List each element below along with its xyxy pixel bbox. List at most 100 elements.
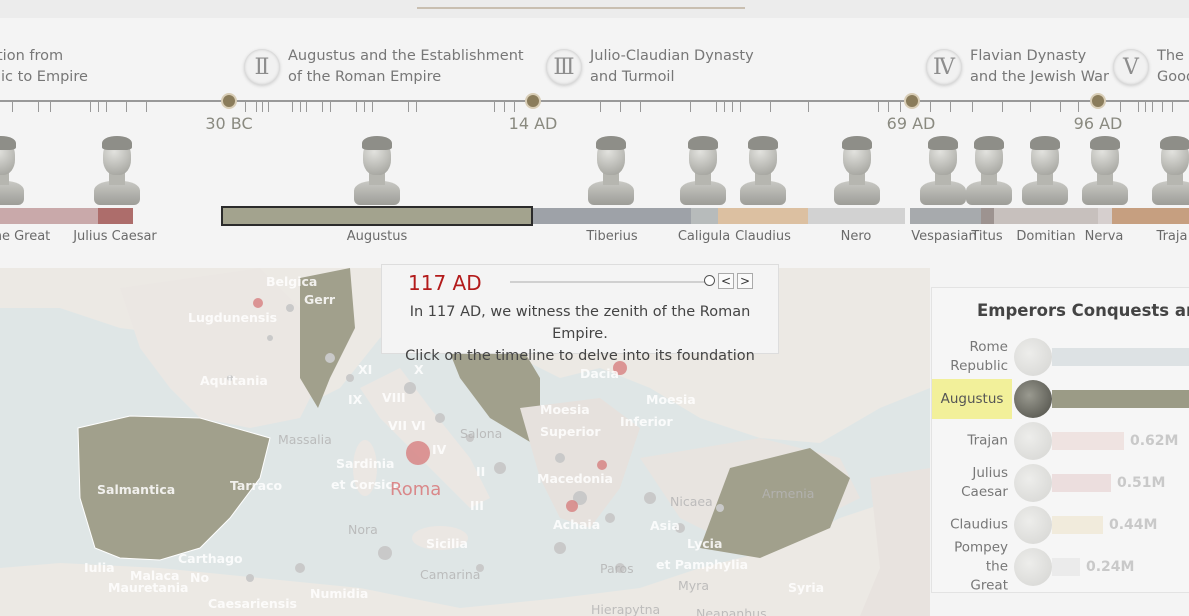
conquest-bar	[1052, 516, 1103, 534]
emperor-reign-bar[interactable]	[691, 208, 718, 224]
conquest-row[interactable]: Pompey the Great 0.24M	[932, 540, 1189, 593]
conquest-label: Claudius	[950, 516, 1008, 533]
timeline-tick	[1162, 102, 1163, 112]
bust-chest	[1022, 181, 1068, 205]
emperor-reign-bar[interactable]	[910, 208, 981, 224]
bust-chest	[966, 181, 1012, 205]
timeline-tick	[732, 102, 733, 112]
conquest-label: Augustus	[932, 379, 1012, 419]
era-title: Julio-Claudian Dynasty and Turmoil	[590, 48, 754, 85]
timeline-tick	[878, 102, 879, 112]
emperor-reign-bar[interactable]	[1098, 208, 1112, 224]
timeline-tick	[408, 102, 409, 112]
emperor-bust[interactable]	[1022, 135, 1068, 205]
timeline-marker-96ad[interactable]	[1090, 93, 1106, 109]
conquest-row[interactable]: Claudius 0.44M	[932, 504, 1189, 546]
conquest-row[interactable]: Augustus	[932, 378, 1189, 420]
bust-hair	[748, 136, 778, 150]
prev-button[interactable]: <	[718, 273, 734, 289]
era-header[interactable]: Ⅳ Flavian Dynasty and the Jewish War	[926, 46, 1109, 88]
timeline-tick	[1172, 102, 1173, 112]
emperor-bust[interactable]	[354, 135, 400, 205]
emperor-reign-bar[interactable]	[981, 208, 994, 224]
timeline-tick	[292, 102, 293, 112]
emperor-reign-bar[interactable]	[994, 208, 1098, 224]
emperor-bust[interactable]	[834, 135, 880, 205]
coin-icon	[1014, 464, 1052, 502]
emperor-reign-bar[interactable]	[808, 208, 905, 224]
conquest-label: Rome Republic	[950, 339, 1008, 374]
emperor-bust[interactable]	[1082, 135, 1128, 205]
map-label: Numidia	[310, 586, 369, 601]
map-label: Inferior	[620, 414, 673, 429]
emperor-bust[interactable]	[680, 135, 726, 205]
map-label: II	[476, 464, 486, 479]
timeline-tick	[640, 102, 641, 112]
bust-neck	[1097, 173, 1113, 185]
era-header[interactable]: Ⅱ Augustus and the Establishment of the R…	[244, 46, 524, 88]
conquest-row[interactable]: Trajan 0.62M	[932, 420, 1189, 462]
timeline-tick	[106, 102, 107, 112]
timeline-tick	[126, 102, 127, 112]
map-label: Asia	[650, 518, 680, 533]
emperor-name: Tiberius	[586, 229, 638, 244]
conquest-row[interactable]: Julius Caesar 0.51M	[932, 462, 1189, 504]
timeline-tick	[950, 102, 951, 112]
emperor-reign-bar[interactable]	[98, 208, 133, 224]
era-numeral-badge: Ⅱ	[244, 49, 280, 85]
map-label: Superior	[540, 424, 601, 439]
emperor-bust[interactable]	[1152, 135, 1189, 205]
emperor-bust[interactable]	[94, 135, 140, 205]
timeline-marker-69ad[interactable]	[904, 93, 920, 109]
next-button[interactable]: >	[737, 273, 753, 289]
timeline-tick	[690, 102, 691, 112]
conquests-title: Emperors Conquests area	[977, 301, 1189, 320]
emperor-reign-bar[interactable]	[718, 208, 808, 224]
coin-icon	[1014, 380, 1052, 418]
emperor-bust[interactable]	[740, 135, 786, 205]
conquest-bar	[1052, 474, 1111, 492]
map-label: VIII	[382, 390, 406, 405]
conquest-label: Trajan	[967, 432, 1008, 449]
era-header[interactable]: Ⅲ Julio-Claudian Dynasty and Turmoil	[546, 46, 754, 88]
map-label: Moesia	[646, 392, 696, 407]
era-header[interactable]: tion from lic to Empire	[0, 46, 88, 88]
map-label: Macedonia	[537, 471, 613, 486]
map-label: Sardinia	[336, 456, 395, 471]
emperor-reign-bar[interactable]	[533, 208, 691, 224]
bust-neck	[849, 173, 865, 185]
emperor-bust[interactable]	[588, 135, 634, 205]
timeline-tick	[330, 102, 331, 112]
conquests-panel: Emperors Conquests area Rome Republic Aug…	[931, 287, 1189, 593]
emperor-name: Vespasian	[911, 229, 977, 244]
map-label: Malaca	[130, 568, 180, 583]
map-label: IV	[432, 442, 447, 457]
emperor-reign-bar[interactable]	[221, 206, 533, 226]
timeline-marker-30bc[interactable]	[221, 93, 237, 109]
era-title: Augustus and the Establishment of the Ro…	[288, 48, 524, 85]
timeline-tick	[146, 102, 147, 112]
timeline-tick	[322, 102, 323, 112]
timeline-tick	[1152, 102, 1153, 112]
timeline-marker-14ad[interactable]	[525, 93, 541, 109]
bust-hair	[688, 136, 718, 150]
emperor-bust[interactable]	[0, 135, 24, 205]
timeline-tick	[620, 102, 621, 112]
timeline-tick	[888, 102, 889, 112]
timeline-axis[interactable]	[0, 100, 1189, 102]
map-label: Lycia	[687, 536, 723, 551]
map-label: XI	[358, 362, 373, 377]
emperor-reign-bar[interactable]	[0, 208, 98, 224]
conquest-row[interactable]: Rome Republic	[932, 336, 1189, 378]
conquest-value: 0.51M	[1117, 475, 1166, 491]
year-slider-handle[interactable]	[704, 275, 715, 286]
conquest-label: Julius Caesar	[961, 465, 1008, 500]
year-slider-track[interactable]	[510, 281, 706, 283]
bust-hair	[1160, 136, 1189, 150]
emperor-bust[interactable]	[920, 135, 966, 205]
map-label: No	[190, 570, 210, 585]
emperor-reign-bar[interactable]	[1112, 208, 1189, 224]
emperor-bust[interactable]	[966, 135, 1012, 205]
map-label: Massalia	[278, 432, 332, 447]
